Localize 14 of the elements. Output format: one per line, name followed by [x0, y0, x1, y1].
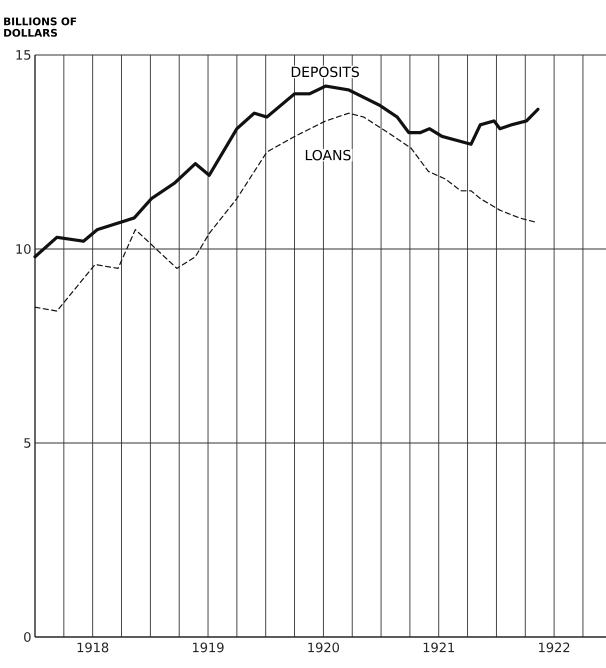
- y-tick-label: 0: [24, 632, 31, 642]
- y-tick-label: 10: [16, 244, 31, 254]
- y-tick-label: 15: [16, 50, 30, 60]
- annotation: DEPOSITS: [292, 66, 359, 78]
- x-tick-label: 1919: [192, 642, 224, 652]
- x-tick-label: 1920: [308, 642, 339, 652]
- line-series: [34, 112, 536, 312]
- annotation: LOANS: [306, 150, 351, 160]
- x-tick-label: 1921: [424, 642, 454, 652]
- y-tick-label: 5: [24, 438, 30, 448]
- y-axis-title: BILLIONS OF DOLLARS: [4, 17, 76, 37]
- line-series: [33, 84, 540, 258]
- x-tick-label: 1918: [78, 642, 108, 652]
- x-tick-label: 1922: [539, 642, 570, 652]
